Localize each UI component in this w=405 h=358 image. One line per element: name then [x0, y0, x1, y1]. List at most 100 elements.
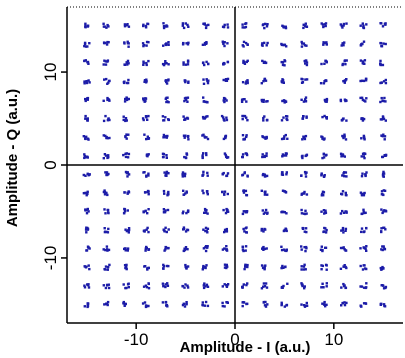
constellation-point: [162, 133, 169, 139]
constellation-point: [122, 152, 131, 159]
constellation-point: [123, 190, 131, 195]
constellation-point: [122, 300, 127, 307]
constellation-point: [360, 134, 366, 141]
constellation-point: [339, 98, 348, 103]
constellation-point: [339, 152, 346, 158]
constellation-point: [83, 59, 90, 65]
constellation-point: [300, 190, 309, 196]
constellation-point: [182, 189, 188, 196]
constellation-point: [300, 153, 309, 160]
constellation-point: [379, 78, 388, 85]
constellation-point: [341, 59, 348, 67]
constellation-point: [143, 133, 151, 141]
constellation-point: [260, 98, 269, 103]
constellation-point: [183, 152, 189, 160]
constellation-point: [242, 189, 249, 197]
constellation-point: [359, 59, 367, 65]
constellation-point: [143, 189, 150, 196]
y-tick-label: 0: [41, 160, 60, 169]
constellation-point: [320, 22, 328, 29]
constellation-point: [262, 300, 269, 308]
constellation-point: [340, 41, 346, 47]
constellation-point: [301, 115, 308, 120]
constellation-point: [359, 245, 368, 252]
constellation-point: [182, 226, 190, 233]
constellation-point: [280, 133, 289, 141]
constellation-point: [221, 190, 229, 196]
constellation-point: [281, 189, 288, 194]
constellation-point: [359, 40, 366, 47]
constellation-point: [143, 78, 148, 84]
constellation-point: [181, 301, 188, 308]
constellation-point: [342, 78, 348, 84]
constellation-point: [379, 115, 387, 122]
constellation-point: [201, 152, 208, 160]
constellation-point: [360, 171, 368, 178]
constellation-point: [320, 263, 328, 271]
constellation-point: [182, 134, 190, 141]
constellation-point: [184, 263, 190, 270]
constellation-point: [360, 117, 366, 122]
constellation-point: [320, 59, 328, 66]
constellation-point: [142, 282, 151, 290]
constellation-point: [339, 246, 348, 252]
constellation-point: [280, 210, 288, 215]
constellation-point: [359, 191, 366, 197]
constellation-point: [201, 170, 209, 177]
constellation-point: [142, 22, 150, 29]
constellation-point: [340, 190, 348, 197]
constellation-point: [123, 263, 128, 271]
constellation-point: [380, 208, 388, 215]
constellation-point: [183, 96, 190, 103]
constellation-point: [183, 79, 190, 84]
constellation-point: [241, 22, 248, 29]
constellation-point: [241, 40, 249, 48]
constellation-point: [280, 42, 288, 48]
constellation-point: [241, 301, 249, 308]
constellation-point: [161, 282, 170, 289]
constellation-point: [104, 171, 110, 177]
constellation-point: [102, 245, 111, 252]
constellation-point: [161, 60, 170, 67]
constellation-point: [164, 78, 170, 85]
constellation-point: [181, 41, 190, 46]
constellation-point: [182, 115, 190, 121]
constellation-point: [360, 226, 368, 234]
constellation-point: [360, 152, 367, 160]
constellation-point: [341, 171, 348, 178]
constellation-point: [241, 114, 249, 122]
constellation-point: [102, 134, 111, 140]
constellation-point: [260, 227, 267, 233]
constellation-point: [84, 96, 90, 103]
constellation-point: [142, 226, 150, 234]
constellation-point: [281, 152, 288, 158]
constellation-point: [102, 22, 110, 29]
constellation-point: [241, 79, 249, 85]
constellation-point: [103, 227, 110, 234]
constellation-point: [261, 22, 269, 30]
constellation-point: [260, 264, 267, 271]
constellation-point: [162, 41, 170, 47]
constellation-point: [83, 41, 91, 48]
constellation-point: [103, 263, 111, 271]
constellation-point: [321, 152, 328, 160]
constellation-point: [241, 171, 249, 178]
constellation-point: [83, 264, 91, 271]
constellation-point: [123, 247, 130, 252]
constellation-point: [260, 77, 268, 85]
constellation-point: [223, 263, 229, 270]
constellation-point: [161, 300, 169, 308]
constellation-point: [163, 170, 170, 177]
constellation-point: [103, 300, 110, 307]
constellation-point: [380, 226, 387, 234]
constellation-point: [201, 300, 210, 308]
constellation-point: [280, 282, 289, 289]
constellation-point: [102, 59, 110, 66]
constellation-point: [339, 264, 348, 270]
constellation-point: [221, 40, 229, 48]
constellation-point: [142, 208, 150, 215]
constellation-point: [182, 59, 190, 66]
constellation-point: [122, 115, 128, 123]
constellation-point: [300, 96, 308, 103]
x-tick-label: 10: [324, 330, 343, 349]
